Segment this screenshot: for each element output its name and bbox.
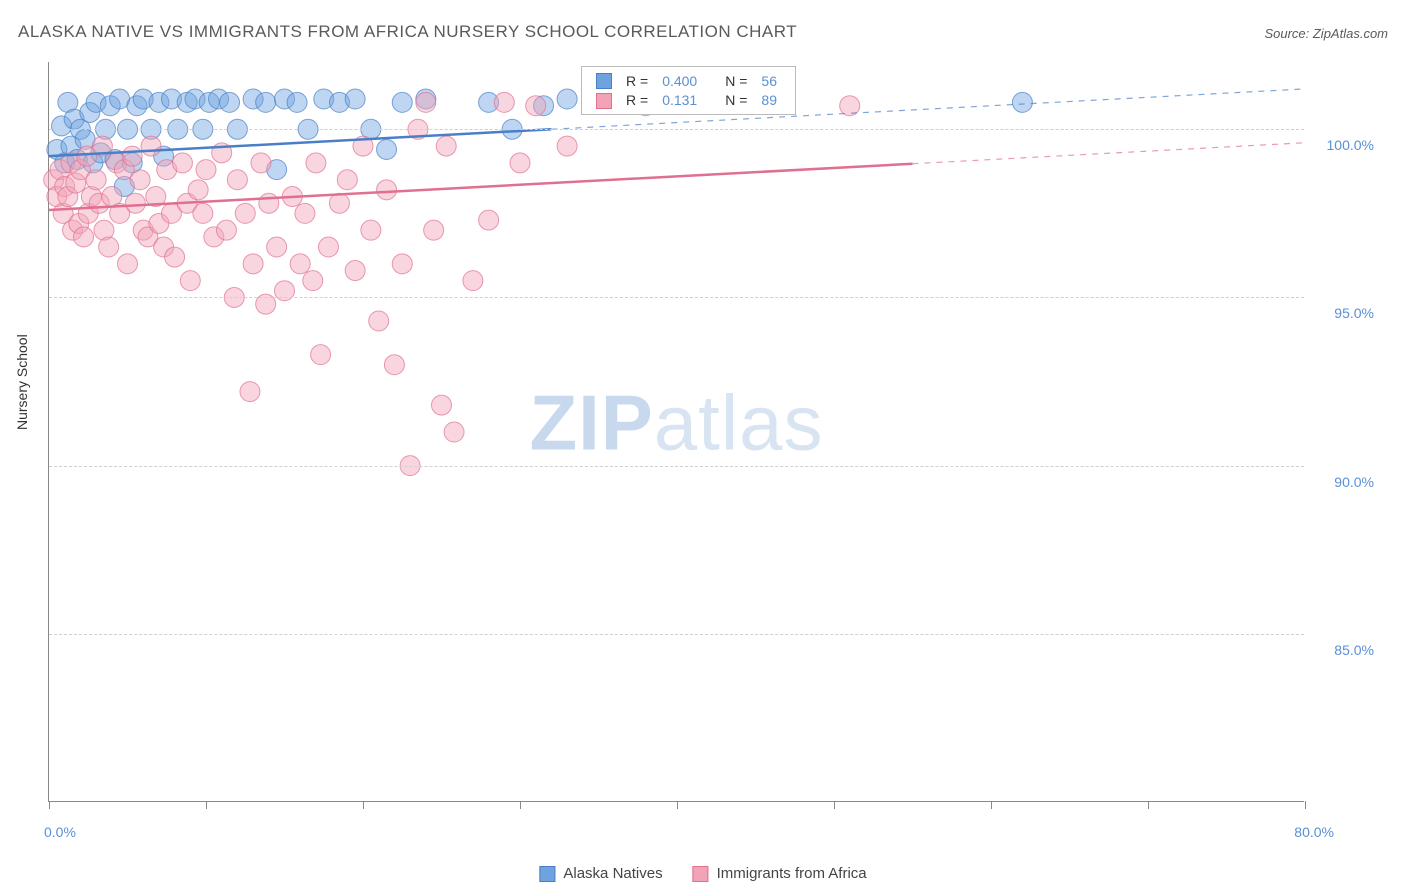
- gridline-h: [49, 129, 1304, 130]
- legend-n-value: 89: [755, 91, 783, 108]
- x-tick: [1148, 801, 1149, 809]
- gridline-h: [49, 466, 1304, 467]
- legend-r-value: 0.400: [656, 72, 703, 89]
- legend-r-value: 0.131: [656, 91, 703, 108]
- correlation-legend: R =0.400 N =56 R =0.131 N =89: [581, 66, 796, 115]
- legend-series-label: Immigrants from Africa: [717, 865, 867, 882]
- x-tick: [520, 801, 521, 809]
- legend-swatch: [596, 73, 612, 89]
- source-label: Source: ZipAtlas.com: [1264, 26, 1388, 41]
- scatter-plot: [49, 62, 1304, 801]
- legend-series-label: Alaska Natives: [563, 865, 662, 882]
- y-tick-label: 85.0%: [1334, 642, 1374, 658]
- y-tick-label: 100.0%: [1327, 137, 1374, 153]
- gridline-h: [49, 634, 1304, 635]
- x-tick: [206, 801, 207, 809]
- gridline-h: [49, 297, 1304, 298]
- x-tick: [49, 801, 50, 809]
- y-axis-title: Nursery School: [14, 334, 30, 430]
- legend-n-label: N =: [719, 72, 753, 89]
- chart-title: ALASKA NATIVE VS IMMIGRANTS FROM AFRICA …: [18, 22, 797, 42]
- legend-item: Alaska Natives: [539, 865, 662, 882]
- x-tick: [677, 801, 678, 809]
- x-tick: [1305, 801, 1306, 809]
- legend-item: Immigrants from Africa: [693, 865, 867, 882]
- series-legend: Alaska Natives Immigrants from Africa: [539, 865, 866, 882]
- legend-n-label: N =: [719, 91, 753, 108]
- legend-swatch: [693, 866, 709, 882]
- x-tick: [834, 801, 835, 809]
- legend-n-value: 56: [755, 72, 783, 89]
- x-tick: [991, 801, 992, 809]
- x-tick-label: 0.0%: [44, 824, 76, 840]
- y-tick-label: 95.0%: [1334, 305, 1374, 321]
- legend-r-label: R =: [620, 91, 654, 108]
- legend-r-label: R =: [620, 72, 654, 89]
- x-tick-label: 80.0%: [1294, 824, 1334, 840]
- plot-area: ZIPatlas R =0.400N =56R =0.131N =89: [48, 62, 1304, 802]
- legend-swatch: [596, 93, 612, 109]
- legend-swatch: [539, 866, 555, 882]
- y-tick-label: 90.0%: [1334, 474, 1374, 490]
- x-tick: [363, 801, 364, 809]
